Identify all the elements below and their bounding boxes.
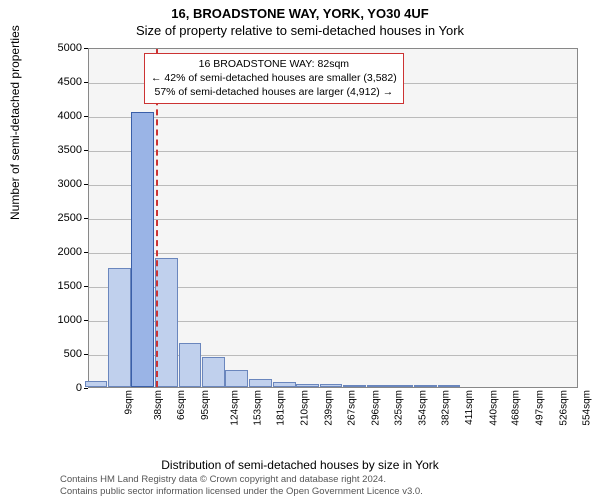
y-tick-mark — [84, 320, 88, 321]
y-tick-label: 3000 — [42, 178, 82, 190]
bar — [343, 385, 366, 387]
y-tick-label: 2500 — [42, 212, 82, 224]
attribution-footer: Contains HM Land Registry data © Crown c… — [60, 474, 423, 498]
x-tick-label: 382sqm — [441, 390, 467, 426]
y-tick-mark — [84, 82, 88, 83]
y-axis-label: Number of semi-detached properties — [8, 25, 22, 220]
infobox-line2: ← 42% of semi-detached houses are smalle… — [151, 71, 397, 85]
y-tick-label: 4500 — [42, 76, 82, 88]
y-tick-label: 500 — [42, 348, 82, 360]
gridline — [89, 117, 577, 118]
infobox: 16 BROADSTONE WAY: 82sqm← 42% of semi-de… — [144, 53, 404, 104]
bar — [249, 379, 272, 388]
bar — [414, 385, 437, 387]
x-tick-label: 296sqm — [370, 390, 396, 426]
gridline — [89, 185, 577, 186]
x-tick-label: 554sqm — [582, 390, 600, 426]
y-tick-label: 1500 — [42, 280, 82, 292]
bar — [273, 382, 296, 387]
x-tick-label: 411sqm — [464, 390, 490, 425]
y-tick-mark — [84, 184, 88, 185]
bar — [367, 385, 390, 387]
y-tick-label: 0 — [42, 382, 82, 394]
y-tick-mark — [84, 116, 88, 117]
x-tick-label: 210sqm — [300, 390, 326, 426]
page-title-address: 16, BROADSTONE WAY, YORK, YO30 4UF — [0, 0, 600, 21]
y-tick-mark — [84, 150, 88, 151]
y-tick-label: 2000 — [42, 246, 82, 258]
bar — [202, 357, 225, 387]
infobox-line1: 16 BROADSTONE WAY: 82sqm — [151, 57, 397, 71]
y-tick-mark — [84, 252, 88, 253]
x-tick-label: 66sqm — [176, 390, 202, 420]
y-tick-label: 1000 — [42, 314, 82, 326]
histogram-chart: 16 BROADSTONE WAY: 82sqm← 42% of semi-de… — [60, 48, 580, 418]
x-tick-label: 267sqm — [346, 390, 372, 426]
bar — [296, 384, 319, 387]
bar — [320, 384, 343, 387]
x-tick-label: 239sqm — [323, 390, 349, 426]
footer-line-1: Contains HM Land Registry data © Crown c… — [60, 474, 423, 486]
x-tick-label: 124sqm — [229, 390, 255, 426]
y-tick-mark — [84, 286, 88, 287]
x-tick-label: 95sqm — [200, 390, 226, 420]
bar — [108, 268, 131, 387]
infobox-line3: 57% of semi-detached houses are larger (… — [151, 85, 397, 99]
y-tick-mark — [84, 48, 88, 49]
bar — [390, 385, 413, 387]
y-tick-label: 4000 — [42, 110, 82, 122]
bar-highlight — [131, 112, 154, 387]
x-tick-label: 468sqm — [511, 390, 537, 426]
x-tick-label: 497sqm — [535, 390, 561, 426]
gridline — [89, 219, 577, 220]
bar — [225, 370, 248, 387]
y-tick-label: 3500 — [42, 144, 82, 156]
bar — [438, 385, 461, 387]
x-tick-label: 325sqm — [394, 390, 420, 426]
x-tick-label: 9sqm — [124, 390, 150, 414]
bar — [155, 258, 178, 387]
x-axis-label: Distribution of semi-detached houses by … — [0, 458, 600, 472]
y-tick-mark — [84, 354, 88, 355]
page-subtitle: Size of property relative to semi-detach… — [0, 21, 600, 38]
y-tick-mark — [84, 388, 88, 389]
bar — [179, 343, 202, 387]
gridline — [89, 151, 577, 152]
x-tick-label: 181sqm — [276, 390, 302, 426]
plot-area: 16 BROADSTONE WAY: 82sqm← 42% of semi-de… — [88, 48, 578, 388]
bar — [85, 381, 108, 387]
y-tick-label: 5000 — [42, 42, 82, 54]
footer-line-2: Contains public sector information licen… — [60, 486, 423, 498]
y-tick-mark — [84, 218, 88, 219]
gridline — [89, 253, 577, 254]
